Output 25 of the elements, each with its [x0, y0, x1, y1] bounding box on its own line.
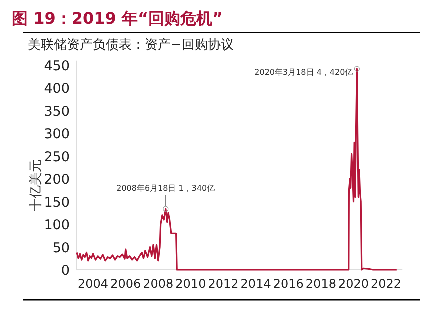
y-tick-label: 350: [44, 104, 70, 120]
x-tick-label: 2016: [273, 277, 304, 291]
x-tick-label: 2004: [78, 277, 109, 291]
chart-title: 图 19：2019 年“回购危机”: [12, 9, 223, 28]
y-axis-title: 十亿美元: [28, 159, 44, 212]
y-tick-label: 50: [52, 240, 70, 256]
y-tick-label: 100: [44, 218, 70, 234]
x-tick-label: 2014: [240, 277, 272, 291]
y-tick-label: 300: [44, 126, 70, 143]
annotation: 2008年6月18日 1，340亿: [116, 184, 216, 194]
y-tick-label: 450: [44, 58, 70, 74]
y-tick-label: 400: [44, 81, 70, 98]
y-tick-label: 0: [61, 263, 70, 279]
x-tick-label: 2020: [338, 277, 370, 291]
x-tick-label: 2022: [371, 277, 402, 291]
chart-subtitle: 美联储资产负债表：资产−回购协议: [28, 37, 234, 53]
y-tick-label: 150: [44, 194, 70, 211]
x-tick-label: 2010: [176, 277, 206, 291]
x-tick-label: 2008: [143, 277, 174, 291]
annotation: 2020年3月18日 4，420亿: [254, 68, 354, 78]
x-tick-label: 2006: [110, 277, 142, 291]
x-tick-label: 2012: [208, 277, 239, 291]
y-tick-label: 200: [44, 172, 70, 188]
y-tick-label: 250: [44, 149, 70, 166]
x-tick-label: 2018: [306, 277, 336, 291]
